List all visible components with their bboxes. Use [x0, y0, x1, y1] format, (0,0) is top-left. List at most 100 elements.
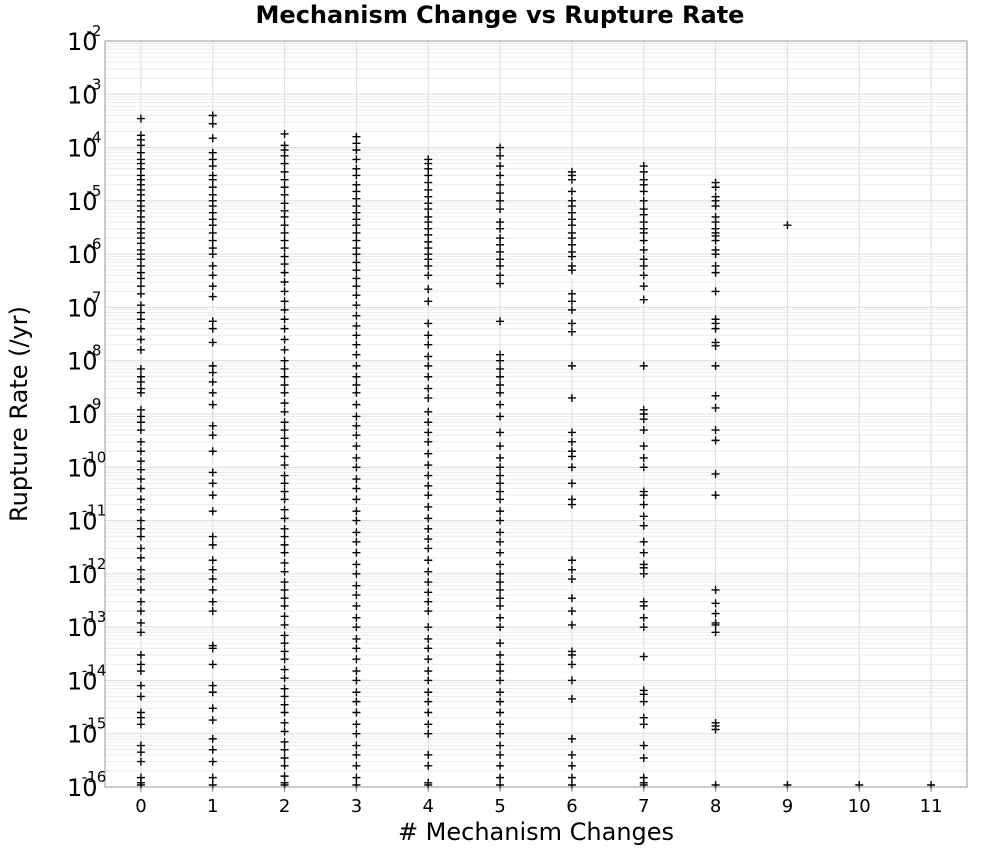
data-point: [136, 516, 145, 525]
data-point: [567, 175, 576, 184]
y-tick-label: 10-13: [67, 608, 106, 642]
data-point: [496, 151, 505, 160]
data-point: [424, 171, 433, 180]
data-point: [567, 319, 576, 328]
data-point: [280, 647, 289, 656]
data-point: [496, 400, 505, 409]
data-point: [496, 548, 505, 557]
data-point: [208, 228, 217, 237]
data-point: [280, 236, 289, 245]
data-point: [424, 761, 433, 770]
data-point: [208, 111, 217, 120]
data-point: [567, 500, 576, 509]
data-point: [280, 674, 289, 683]
data-point: [496, 479, 505, 488]
data-point: [352, 601, 361, 610]
data-point: [424, 449, 433, 458]
data-point: [280, 324, 289, 333]
data-point: [136, 495, 145, 504]
y-tick-label: 10-4: [67, 129, 101, 163]
data-point: [567, 463, 576, 472]
data-point: [352, 311, 361, 320]
data-point: [567, 240, 576, 249]
data-point: [496, 463, 505, 472]
data-point: [280, 335, 289, 344]
data-point: [639, 500, 648, 509]
data-point: [424, 514, 433, 523]
data-point: [352, 484, 361, 493]
data-point: [280, 268, 289, 277]
data-point: [208, 271, 217, 280]
data-point: [208, 119, 217, 128]
data-point: [208, 338, 217, 347]
data-point: [136, 565, 145, 574]
data-point: [639, 512, 648, 521]
data-point: [280, 287, 289, 296]
data-point: [567, 428, 576, 437]
data-point: [352, 773, 361, 782]
y-tick-exponent: -16: [82, 768, 107, 786]
y-tick-base: 10: [67, 348, 98, 376]
data-point: [352, 400, 361, 409]
data-point: [352, 412, 361, 421]
chart-grid: [105, 40, 967, 788]
data-point: [711, 620, 720, 629]
data-point: [352, 644, 361, 653]
y-tick-exponent: -11: [82, 502, 107, 520]
y-tick-base: 10: [67, 614, 98, 642]
data-point: [496, 364, 505, 373]
data-point: [280, 297, 289, 306]
data-point: [280, 356, 289, 365]
data-point: [496, 240, 505, 249]
x-tick-label: 6: [566, 796, 577, 817]
data-point: [208, 507, 217, 516]
data-point: [208, 134, 217, 143]
data-point: [280, 585, 289, 594]
data-point: [424, 720, 433, 729]
data-point: [352, 350, 361, 359]
data-point: [352, 340, 361, 349]
data-point: [567, 750, 576, 759]
data-point: [352, 274, 361, 283]
data-point: [280, 345, 289, 354]
plot-area-frame: [104, 40, 968, 788]
data-point: [208, 221, 217, 230]
data-point: [496, 773, 505, 782]
data-point: [208, 292, 217, 301]
data-point: [496, 261, 505, 270]
data-point: [136, 544, 145, 553]
data-point: [567, 773, 576, 782]
data-point: [496, 741, 505, 750]
y-tick-label: 10-16: [67, 768, 106, 802]
data-point: [639, 236, 648, 245]
data-point: [280, 434, 289, 443]
data-point: [567, 327, 576, 336]
data-point: [280, 612, 289, 621]
y-tick-label: 10-3: [67, 75, 101, 109]
data-point: [352, 463, 361, 472]
data-point: [280, 442, 289, 451]
data-point: [280, 183, 289, 192]
data-point: [639, 196, 648, 205]
data-point: [280, 558, 289, 567]
data-point: [711, 250, 720, 259]
x-tick-label: 10: [848, 796, 871, 817]
data-point: [280, 737, 289, 746]
data-point: [783, 221, 792, 230]
data-point: [352, 372, 361, 381]
data-point: [424, 578, 433, 587]
data-point: [496, 428, 505, 437]
data-point: [136, 692, 145, 701]
y-tick-base: 10: [67, 81, 98, 109]
data-point: [136, 437, 145, 446]
data-point: [424, 297, 433, 306]
data-point: [136, 597, 145, 606]
data-point: [208, 400, 217, 409]
data-point: [496, 613, 505, 622]
data-point: [280, 665, 289, 674]
data-point: [496, 528, 505, 537]
data-point: [280, 532, 289, 541]
data-point: [424, 418, 433, 427]
data-point: [424, 230, 433, 239]
data-point: [711, 361, 720, 370]
